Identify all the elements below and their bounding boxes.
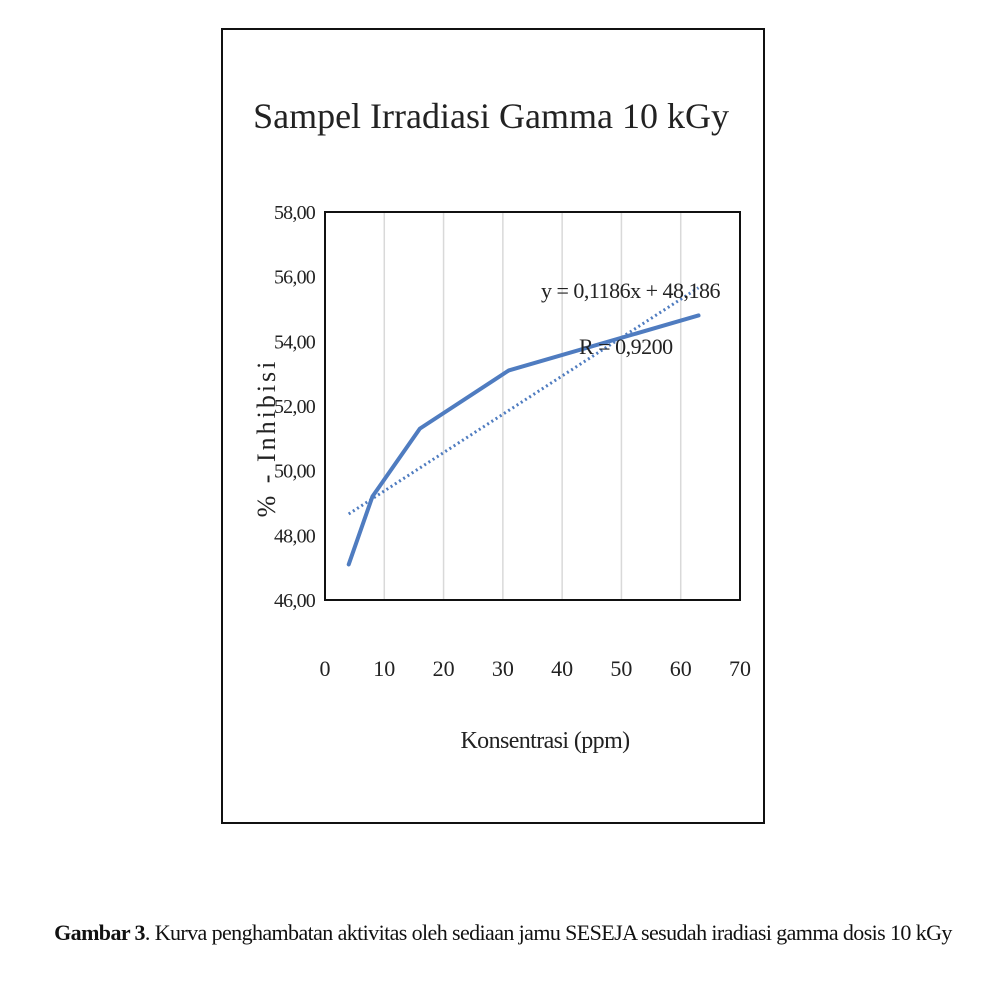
chart-title: Sampel Irradiasi Gamma 10 kGy bbox=[253, 96, 729, 136]
grid-lines bbox=[383, 212, 682, 600]
x-tick-label: 30 bbox=[492, 656, 514, 681]
x-tick-label: 40 bbox=[551, 656, 573, 681]
y-tick-labels: 46,00 48,00 50,00 52,00 54,00 56,00 58,00 bbox=[274, 202, 317, 612]
data-point bbox=[419, 428, 421, 430]
caption-text: . Kurva penghambatan aktivitas oleh sedi… bbox=[144, 920, 953, 945]
line-chart: Sampel Irradiasi Gamma 10 kGy 46,00 48,00… bbox=[252, 96, 752, 754]
trendline-equation: y = 0,1186x + 48,186 bbox=[541, 278, 720, 303]
chart-frame: Sampel Irradiasi Gamma 10 kGy 46,00 48,00… bbox=[221, 28, 765, 824]
plot-area bbox=[324, 211, 741, 601]
trendline-layer bbox=[347, 286, 700, 516]
caption-label: Gambar 3 bbox=[54, 920, 145, 945]
y-tick-label: 46,00 bbox=[274, 590, 316, 612]
x-tick-labels: 0 10 20 30 40 50 60 70 bbox=[320, 656, 752, 681]
figure-caption: Gambar 3. Kurva penghambatan aktivitas o… bbox=[0, 920, 1006, 946]
y-tick-label: 58,00 bbox=[274, 202, 316, 224]
x-tick-label: 20 bbox=[433, 656, 455, 681]
y-tick-label: 56,00 bbox=[274, 267, 316, 289]
data-point bbox=[508, 369, 510, 371]
y-tick-label: 50,00 bbox=[274, 461, 316, 483]
x-tick-label: 50 bbox=[610, 656, 632, 681]
data-point bbox=[698, 314, 699, 316]
y-tick-label: 52,00 bbox=[274, 396, 316, 418]
series-layer bbox=[346, 313, 701, 567]
x-tick-label: 70 bbox=[729, 656, 751, 681]
data-point bbox=[371, 496, 373, 498]
y-tick-label: 48,00 bbox=[274, 525, 316, 547]
x-tick-label: 10 bbox=[373, 656, 395, 681]
y-tick-label: 54,00 bbox=[274, 331, 316, 353]
y-axis-label: % - Inhibisi bbox=[252, 359, 281, 518]
x-tick-label: 60 bbox=[670, 656, 692, 681]
x-axis-label: Konsentrasi (ppm) bbox=[460, 728, 629, 754]
r-value-label: R = 0,9200 bbox=[579, 334, 673, 359]
trendline bbox=[347, 286, 700, 516]
data-point bbox=[348, 563, 350, 565]
x-tick-label: 0 bbox=[320, 656, 331, 681]
